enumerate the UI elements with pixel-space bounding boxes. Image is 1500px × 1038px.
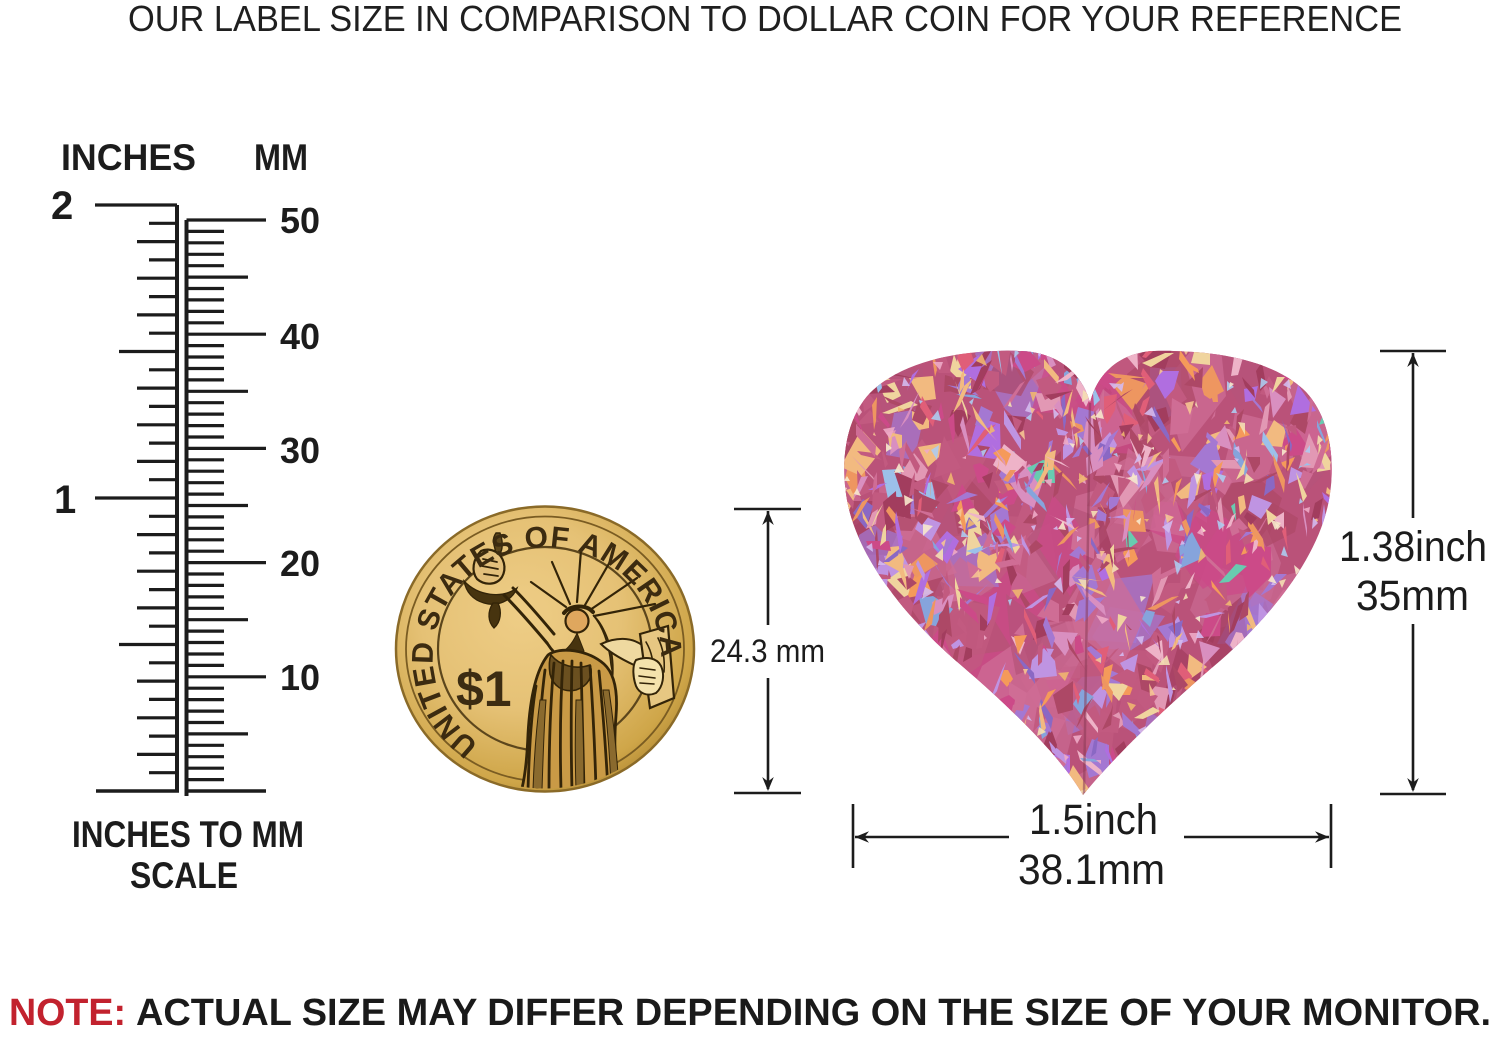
svg-text:40: 40 — [280, 316, 320, 357]
svg-text:MM: MM — [254, 137, 308, 178]
svg-text:ACTUAL SIZE MAY DIFFER DEPENDI: ACTUAL SIZE MAY DIFFER DEPENDING ON THE … — [136, 992, 1491, 1034]
svg-text:24.3 mm: 24.3 mm — [710, 633, 825, 669]
svg-text:50: 50 — [280, 200, 320, 241]
svg-text:NOTE:: NOTE: — [9, 992, 126, 1034]
svg-text:35mm: 35mm — [1356, 572, 1469, 620]
svg-text:INCHES: INCHES — [61, 137, 196, 178]
svg-text:INCHES TO MM: INCHES TO MM — [72, 814, 304, 855]
svg-text:10: 10 — [280, 657, 320, 698]
svg-text:1.5inch: 1.5inch — [1029, 796, 1158, 844]
svg-text:$1: $1 — [456, 661, 512, 717]
svg-text:SCALE: SCALE — [130, 855, 238, 896]
svg-text:2: 2 — [51, 184, 73, 228]
svg-text:20: 20 — [280, 543, 320, 584]
svg-text:1: 1 — [54, 478, 76, 522]
svg-text:38.1mm: 38.1mm — [1018, 846, 1165, 894]
svg-text:30: 30 — [280, 430, 320, 471]
svg-text:1.38inch: 1.38inch — [1339, 523, 1487, 571]
svg-text:OUR LABEL SIZE IN COMPARISON T: OUR LABEL SIZE IN COMPARISON TO DOLLAR C… — [128, 0, 1402, 39]
